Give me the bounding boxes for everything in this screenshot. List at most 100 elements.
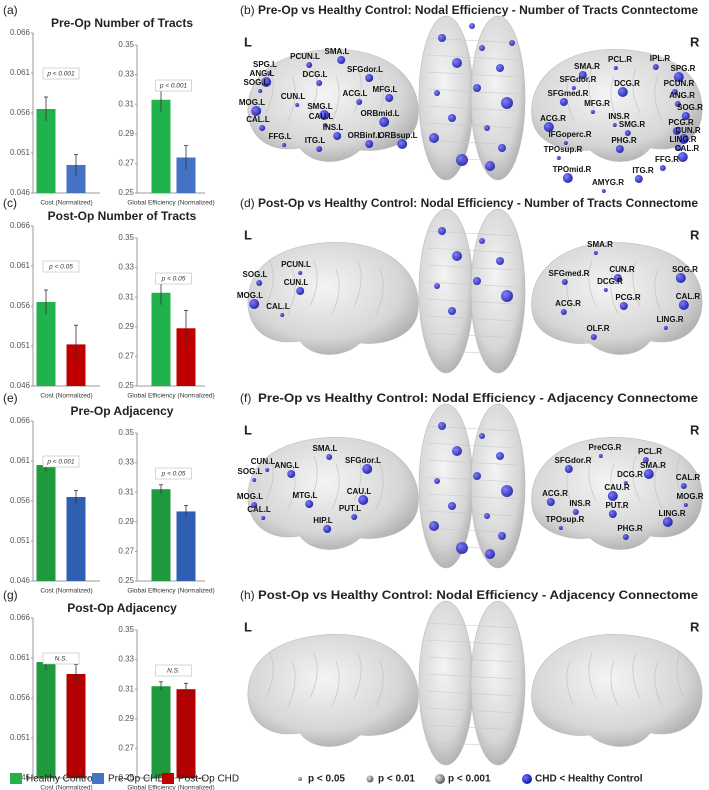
- legend-node: [298, 777, 302, 781]
- legend-swatch: [92, 773, 104, 784]
- node: [287, 470, 296, 478]
- node: [438, 422, 446, 430]
- sulcus: [426, 54, 518, 61]
- sulcus: [375, 268, 384, 315]
- x-axis-label: Cost (Normalized): [40, 393, 92, 400]
- sulcus: [426, 298, 518, 305]
- node-label: SFGdor.L: [345, 456, 381, 465]
- sulcus: [426, 544, 518, 551]
- node: [590, 110, 595, 114]
- x-axis-label: Cost (Normalized): [40, 588, 92, 595]
- sulcus: [309, 652, 318, 699]
- sulcus: [426, 88, 518, 95]
- node-label: SMA.L: [325, 47, 350, 56]
- sulcus: [426, 156, 518, 163]
- node: [498, 144, 506, 152]
- sulcus: [632, 455, 641, 502]
- node-label: TPOmid.R: [553, 165, 592, 174]
- node-label: MFG.L: [373, 85, 398, 94]
- node: [613, 274, 622, 282]
- hemisphere-label: L: [244, 34, 252, 49]
- sulcus: [331, 660, 340, 707]
- node: [623, 481, 628, 485]
- node-label: CUN.L: [284, 278, 309, 287]
- x-axis-label: Cost (Normalized): [40, 200, 92, 207]
- node-label: SPG.R: [671, 64, 696, 73]
- legend-label: Post-Op CHD: [178, 774, 239, 785]
- node-label: INS.R: [569, 499, 591, 508]
- node: [252, 478, 257, 482]
- brain-images: [247, 600, 703, 766]
- node: [485, 549, 495, 559]
- y-tick-label: 0.33: [118, 263, 134, 272]
- bar: [151, 686, 171, 778]
- panel-label: (e): [3, 391, 18, 405]
- sulcus: [309, 260, 318, 307]
- node-label: MFG.R: [584, 99, 610, 108]
- sulcus: [676, 455, 685, 502]
- panel-label: (g): [3, 588, 18, 602]
- node-label: CUN.L: [281, 92, 306, 101]
- node: [562, 173, 573, 183]
- sulcus: [309, 67, 318, 114]
- node: [603, 288, 608, 292]
- hemisphere-label: R: [690, 34, 700, 49]
- node-label: LING.R: [658, 509, 685, 518]
- node: [590, 334, 597, 340]
- node: [681, 112, 690, 120]
- hemisphere-label: L: [244, 227, 252, 242]
- sulcus: [654, 463, 663, 510]
- node: [683, 503, 688, 507]
- node-label: MOG.L: [237, 291, 263, 300]
- brain-images: [247, 15, 703, 181]
- node: [296, 287, 305, 295]
- sulcus: [265, 260, 274, 307]
- node-label: PCL.R: [638, 447, 662, 456]
- node: [675, 273, 686, 283]
- panel-title: Post-Op Adjacency: [67, 601, 177, 615]
- node: [643, 469, 654, 479]
- brain-top-left: [418, 208, 474, 374]
- node: [572, 509, 579, 515]
- node: [280, 313, 285, 317]
- node: [473, 277, 481, 285]
- node-label: CAL.R: [676, 473, 701, 482]
- sulcus: [426, 741, 518, 748]
- node: [678, 300, 689, 310]
- panel-label: (h): [240, 588, 255, 602]
- sulcus: [426, 510, 518, 517]
- node: [578, 71, 587, 79]
- bar: [36, 662, 56, 778]
- node: [251, 502, 258, 508]
- annotation: N.S.: [167, 668, 180, 675]
- y-tick-label: 0.27: [118, 159, 134, 168]
- node: [323, 123, 328, 127]
- sulcus: [566, 268, 575, 315]
- sulcus: [287, 75, 296, 122]
- panel-title: Post-Op Number of Tracts: [48, 209, 197, 223]
- brain-images: [247, 403, 703, 569]
- y-tick-label: 0.061: [10, 456, 31, 465]
- annotation: p < 0.001: [46, 71, 75, 78]
- node: [479, 238, 485, 244]
- y-tick-label: 0.051: [10, 341, 31, 350]
- legend-node: [435, 774, 445, 784]
- y-tick-label: 0.27: [118, 352, 134, 361]
- node: [677, 152, 688, 162]
- y-tick-label: 0.33: [118, 655, 134, 664]
- y-tick-label: 0.35: [118, 40, 134, 49]
- brain-lateral: [247, 437, 419, 550]
- node-label: SMA.R: [640, 461, 666, 470]
- y-tick-label: 0.27: [118, 744, 134, 753]
- sulcus: [426, 690, 518, 697]
- x-axis-label: Global Efficiency (Normalized): [127, 785, 214, 790]
- node-label: MOG.R: [676, 492, 703, 501]
- node-label: PHG.R: [617, 524, 643, 533]
- node: [473, 84, 481, 92]
- sulcus: [353, 260, 362, 307]
- panel-label: (f): [240, 391, 251, 405]
- node-label: SFGdor.L: [347, 65, 383, 74]
- bar: [151, 292, 171, 386]
- node-label: DCG.R: [597, 277, 623, 286]
